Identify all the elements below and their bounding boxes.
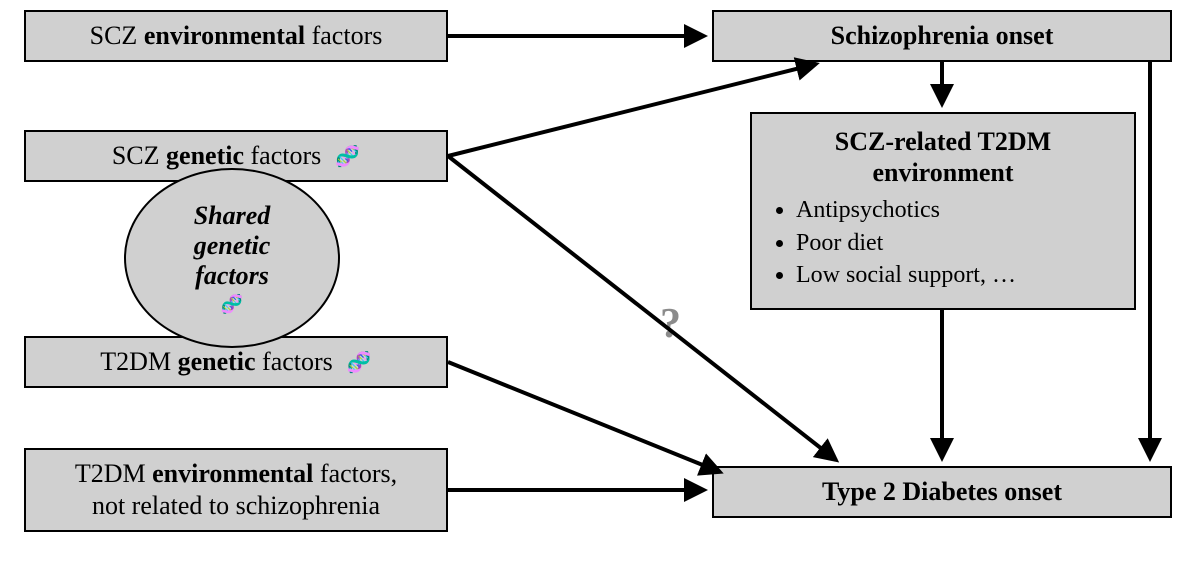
env-box-list: Antipsychotics Poor diet Low social supp… xyxy=(770,194,1116,291)
env-item-2: Poor diet xyxy=(796,227,1116,259)
dna-icon: 🧬 xyxy=(221,294,243,315)
box-t2dm-onset: Type 2 Diabetes onset xyxy=(712,466,1172,518)
shared-line-1: Shared xyxy=(194,201,271,231)
ellipse-shared-genetic-factors: Shared genetic factors 🧬 xyxy=(124,168,340,348)
shared-line-2: genetic xyxy=(194,231,271,261)
schizo-onset-label: Schizophrenia onset xyxy=(831,21,1054,51)
box-scz-environmental-factors: SCZ environmental factors xyxy=(24,10,448,62)
env-item-3: Low social support, … xyxy=(796,259,1116,291)
box-schizophrenia-onset: Schizophrenia onset xyxy=(712,10,1172,62)
question-mark-icon: ? xyxy=(660,300,681,348)
box-scz-related-t2dm-environment: SCZ-related T2DM environment Antipsychot… xyxy=(750,112,1136,310)
box-scz-gen-text: SCZ genetic factors xyxy=(112,141,321,171)
t2dm-onset-label: Type 2 Diabetes onset xyxy=(822,477,1062,507)
dna-icon: 🧬 xyxy=(335,144,360,169)
box-t2dm-gen-text: T2DM genetic factors xyxy=(100,347,333,377)
arrow-t2dm-gen-to-t2dm xyxy=(448,362,720,472)
box-t2dm-environmental-factors: T2DM environmental factors,not related t… xyxy=(24,448,448,532)
env-box-title: SCZ-related T2DM environment xyxy=(770,126,1116,188)
env-item-1: Antipsychotics xyxy=(796,194,1116,226)
box-scz-env-text: SCZ environmental factors xyxy=(90,21,383,51)
env-title-line-2: environment xyxy=(872,158,1013,187)
box-t2dm-env-text: T2DM environmental factors,not related t… xyxy=(75,458,397,523)
env-title-line-1: SCZ-related T2DM xyxy=(835,127,1051,156)
dna-icon: 🧬 xyxy=(347,350,372,375)
shared-line-3: factors xyxy=(195,261,269,291)
